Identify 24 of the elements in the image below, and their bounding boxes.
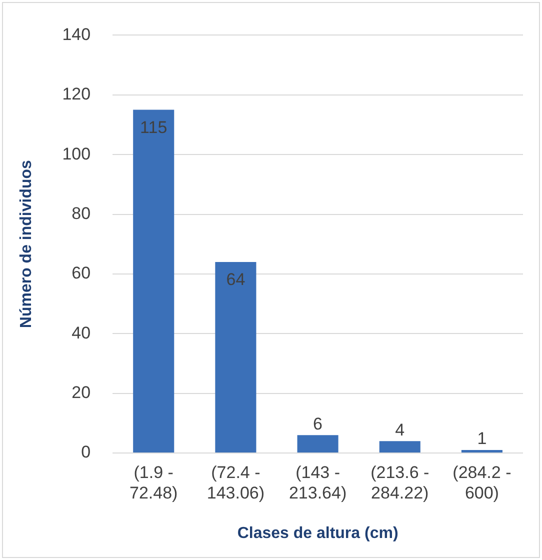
y-tick-label: 80 [72, 204, 91, 223]
y-tick-label: 120 [62, 84, 91, 104]
y-tick-label: 100 [62, 144, 91, 164]
y-tick-label: 140 [62, 24, 91, 44]
x-tick-label: (213.6 - 284.22) [370, 462, 430, 502]
data-label: 4 [395, 420, 405, 440]
y-tick-label: 20 [72, 383, 91, 402]
y-axis-title: Número de individuos [18, 160, 36, 328]
x-tick-label: (72.4 - 143.06) [206, 462, 265, 502]
x-axis-title: Clases de altura (cm) [237, 524, 398, 542]
bar [297, 435, 338, 452]
data-label: 1 [477, 429, 487, 448]
y-tick-label: 40 [72, 323, 91, 342]
bar [379, 441, 420, 452]
x-tick-label: (143 - 213.64) [288, 462, 347, 502]
x-tick-label: (284.2 - 600) [452, 462, 512, 502]
y-tick-label: 60 [72, 264, 91, 283]
bar [215, 262, 256, 452]
data-label: 6 [313, 414, 323, 434]
data-label: 64 [226, 270, 246, 290]
data-label: 115 [140, 118, 168, 137]
x-tick-label: (1.9 - 72.48) [130, 462, 178, 502]
bar [133, 110, 174, 452]
y-tick-label: 0 [81, 442, 91, 462]
